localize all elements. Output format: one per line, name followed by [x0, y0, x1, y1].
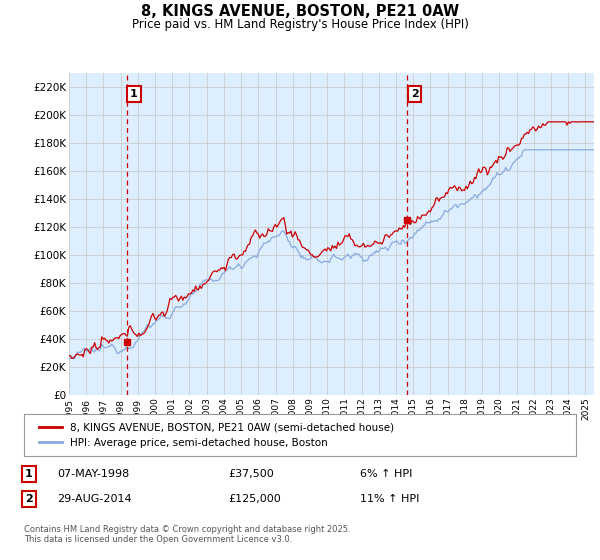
Text: Contains HM Land Registry data © Crown copyright and database right 2025.
This d: Contains HM Land Registry data © Crown c… — [24, 525, 350, 544]
Text: 29-AUG-2014: 29-AUG-2014 — [57, 494, 131, 504]
Text: £37,500: £37,500 — [228, 469, 274, 479]
Text: 1: 1 — [25, 469, 32, 479]
Text: 11% ↑ HPI: 11% ↑ HPI — [360, 494, 419, 504]
Text: 2: 2 — [25, 494, 32, 504]
Legend: 8, KINGS AVENUE, BOSTON, PE21 0AW (semi-detached house), HPI: Average price, sem: 8, KINGS AVENUE, BOSTON, PE21 0AW (semi-… — [35, 419, 398, 452]
Text: 8, KINGS AVENUE, BOSTON, PE21 0AW: 8, KINGS AVENUE, BOSTON, PE21 0AW — [141, 4, 459, 19]
Text: 6% ↑ HPI: 6% ↑ HPI — [360, 469, 412, 479]
Text: Price paid vs. HM Land Registry's House Price Index (HPI): Price paid vs. HM Land Registry's House … — [131, 18, 469, 31]
Text: £125,000: £125,000 — [228, 494, 281, 504]
Text: 07-MAY-1998: 07-MAY-1998 — [57, 469, 129, 479]
Text: 1: 1 — [130, 89, 138, 99]
Text: 2: 2 — [411, 89, 419, 99]
